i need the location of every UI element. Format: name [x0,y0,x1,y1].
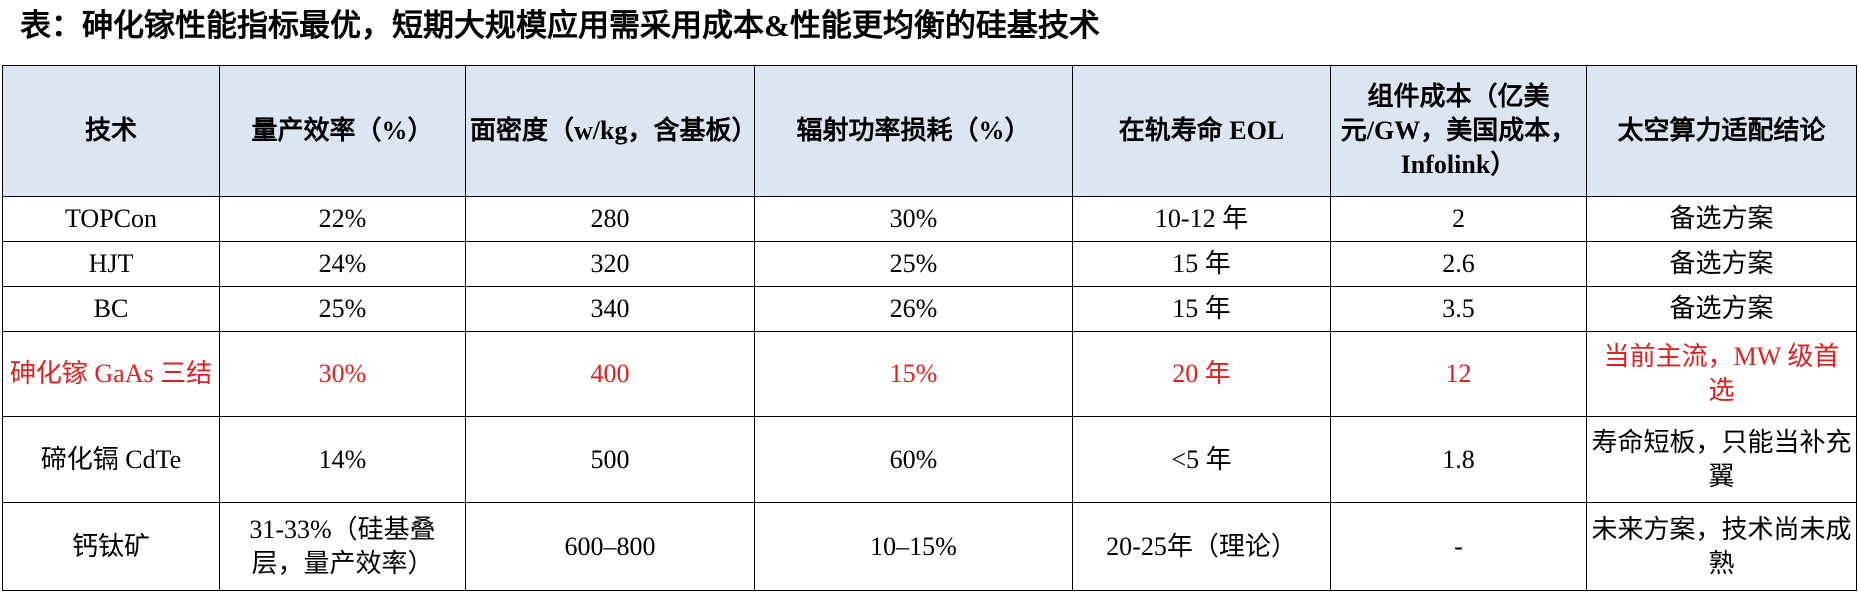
table: 技术 量产效率（%） 面密度（w/kg，含基板） 辐射功率损耗（%） 在轨寿命 EOL 组… [2,65,1857,591]
column-header: 技术 [2,65,220,197]
table-cell: 砷化镓 GaAs 三结 [2,331,220,417]
table-cell: 2.6 [1330,241,1587,287]
table-cell: 60% [754,416,1073,503]
column-header: 太空算力适配结论 [1586,65,1857,197]
table-body: TOPCon 22% 280 30% 10-12 年 2 备选方案 HJT 24% 320 25% 1… [2,196,1857,591]
table-cell: TOPCon [2,196,220,242]
table-row: 砷化镓 GaAs 三结 30% 400 15% 20 年 12 当前主流，MW 级首选 [2,331,1857,417]
table-cell: 30% [219,331,466,417]
table-cell: 2 [1330,196,1587,242]
table-cell: 20 年 [1072,331,1331,417]
column-header: 面密度（w/kg，含基板） [465,65,757,197]
table-cell: 340 [465,286,755,332]
table-cell: 10–15% [754,502,1073,591]
table-cell: 寿命短板，只能当补充翼 [1586,416,1857,503]
table-cell: 320 [465,241,755,287]
table-cell: 26% [754,286,1073,332]
table-cell: 24% [219,241,466,287]
table-cell: 22% [219,196,466,242]
table-cell: 当前主流，MW 级首选 [1586,331,1857,417]
header-row: 技术 量产效率（%） 面密度（w/kg，含基板） 辐射功率损耗（%） 在轨寿命 EOL 组… [2,65,1857,197]
table-cell: 钙钛矿 [2,502,220,591]
table-cell: 280 [465,196,755,242]
table-cell: 500 [465,416,755,503]
table-cell: 25% [219,286,466,332]
table-cell: 30% [754,196,1073,242]
table-cell: 31-33%（硅基叠层，量产效率） [219,502,466,591]
column-header: 量产效率（%） [219,65,466,197]
table-row: HJT 24% 320 25% 15 年 2.6 备选方案 [2,241,1857,287]
table-cell: 600–800 [465,502,755,591]
table-cell: 15 年 [1072,241,1331,287]
table-cell: 备选方案 [1586,196,1857,242]
table-cell: 12 [1330,331,1587,417]
table-cell: 400 [465,331,755,417]
table-cell: 备选方案 [1586,286,1857,332]
table-cell: BC [2,286,220,332]
table-cell: 14% [219,416,466,503]
table-cell: 10-12 年 [1072,196,1331,242]
table-cell: 25% [754,241,1073,287]
table-cell: 15% [754,331,1073,417]
table-cell: 3.5 [1330,286,1587,332]
table-header: 技术 量产效率（%） 面密度（w/kg，含基板） 辐射功率损耗（%） 在轨寿命 EOL 组… [2,65,1857,197]
table-row: TOPCon 22% 280 30% 10-12 年 2 备选方案 [2,196,1857,242]
table-cell: 15 年 [1072,286,1331,332]
table-cell: 1.8 [1330,416,1587,503]
table-row: BC 25% 340 26% 15 年 3.5 备选方案 [2,286,1857,332]
table-row: 钙钛矿 31-33%（硅基叠层，量产效率） 600–800 10–15% 20-25年（… [2,502,1857,591]
table-row: 碲化镉 CdTe 14% 500 60% <5 年 1.8 寿命短板，只能当补充翼 [2,416,1857,503]
column-header: 组件成本（亿美元/GW，美国成本，Infolink） [1330,65,1587,197]
table-cell: <5 年 [1072,416,1331,503]
table-cell: 未来方案，技术尚未成熟 [1586,502,1857,591]
table-cell: HJT [2,241,220,287]
title: 表：砷化镓性能指标最优，短期大规模应用需采用成本&性能更均衡的硅基技术 [20,8,1100,43]
column-header: 在轨寿命 EOL [1072,65,1331,197]
table-cell: 备选方案 [1586,241,1857,287]
table-cell: 20-25年（理论） [1072,502,1331,591]
column-header: 辐射功率损耗（%） [754,65,1073,197]
table-cell: 碲化镉 CdTe [2,416,220,503]
table-cell: - [1330,502,1587,591]
